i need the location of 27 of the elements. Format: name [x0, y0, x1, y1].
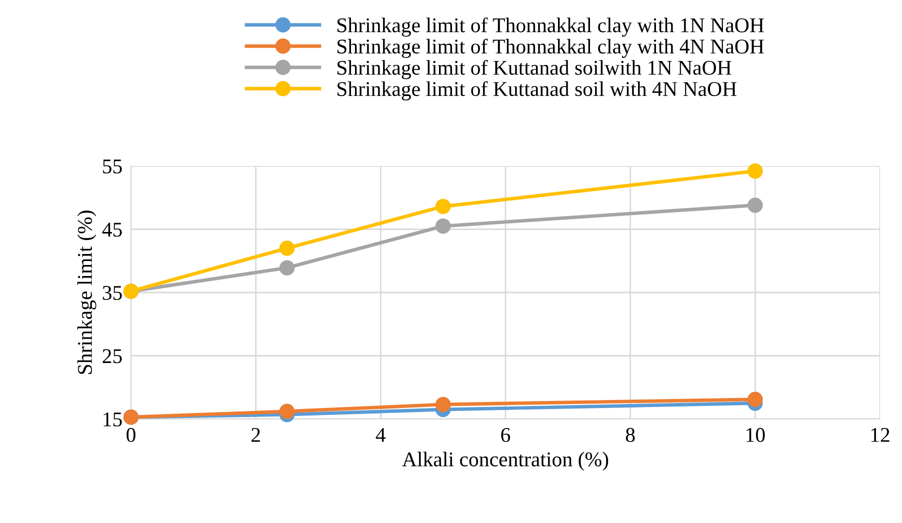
- x-tick-label: 10: [746, 428, 765, 442]
- y-tick-label: 35: [102, 286, 122, 300]
- point: [748, 163, 763, 179]
- legend-label: Shrinkage limit of Kuttanad soil with 4N NaOH: [338, 81, 736, 100]
- x-tick-label: 12: [871, 428, 890, 442]
- legend-label: Shrinkage limit of Thonnakkal clay with 1N NaOH: [338, 17, 764, 37]
- point: [435, 218, 451, 234]
- point: [435, 198, 451, 214]
- y-tick-label: 25: [102, 349, 122, 364]
- y-axis-title: Shrinkage limit (%): [77, 210, 96, 374]
- legend-label: Shrinkage limit of Thonnakkal clay with 4N NaOH: [338, 38, 764, 58]
- x-tick-label: 2: [252, 428, 260, 442]
- x-tick-label: 6: [501, 428, 510, 442]
- y-tick-label: 15: [104, 412, 122, 426]
- y-tick-label: 45: [102, 222, 122, 237]
- x-tick-label: 4: [376, 428, 386, 442]
- point: [279, 260, 295, 276]
- point: [279, 240, 295, 256]
- y-tick-label: 55: [103, 160, 122, 174]
- point: [748, 198, 763, 213]
- legend-label: Shrinkage limit of Kuttanad soilwith 1N NaOH: [338, 60, 732, 80]
- x-tick-label: 8: [626, 428, 635, 442]
- point: [279, 404, 295, 420]
- x-tick-label: 0: [126, 428, 136, 442]
- point: [435, 396, 451, 412]
- x-axis-title: Alkali concentration (%): [402, 452, 608, 471]
- point: [748, 392, 763, 408]
